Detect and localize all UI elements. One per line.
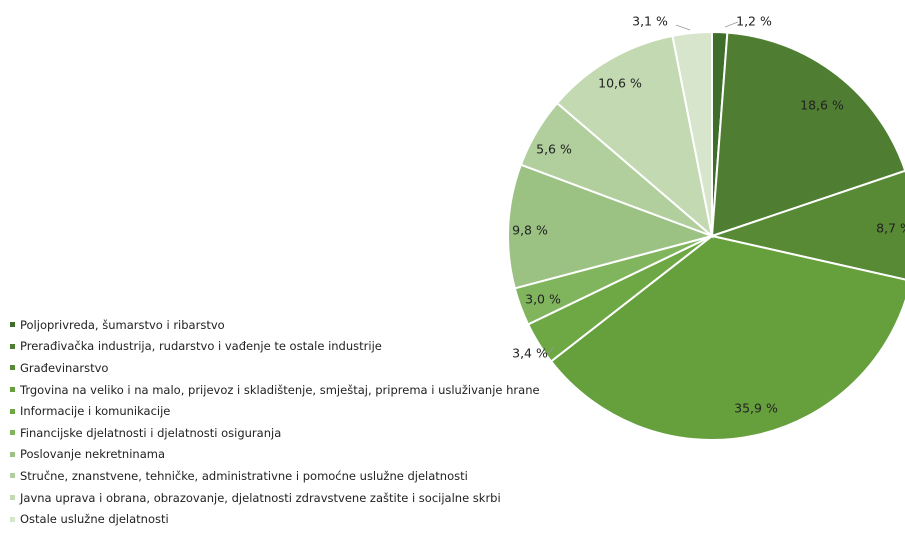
data-label: 1,2 %	[736, 14, 772, 29]
legend-label: Ostale uslužne djelatnosti	[20, 512, 169, 527]
legend-label: Financijske djelatnosti i djelatnosti os…	[20, 425, 282, 440]
pie-slice	[549, 234, 905, 441]
legend-label: Informacije i komunikacije	[20, 404, 171, 419]
leader-lines	[547, 21, 739, 355]
legend-swatch	[10, 322, 15, 328]
data-label: 18,6 %	[800, 98, 844, 113]
legend-label: Javna uprava i obrana, obrazovanje, djel…	[20, 490, 501, 505]
legend-item: Financijske djelatnosti i djelatnosti os…	[10, 422, 540, 444]
legend-swatch	[10, 408, 15, 414]
leader-line	[675, 24, 691, 31]
data-label: 8,7 %	[876, 221, 905, 236]
legend-item: Poslovanje nekretninama	[10, 444, 540, 466]
legend-item: Javna uprava i obrana, obrazovanje, djel…	[10, 487, 540, 509]
pie-slice	[507, 163, 716, 290]
legend-swatch	[10, 343, 15, 349]
legend: Poljoprivreda, šumarstvo i ribarstvo Prer…	[10, 314, 540, 530]
legend-item: Informacije i komunikacije	[10, 400, 540, 422]
legend-swatch	[10, 365, 15, 371]
legend-label: Stručne, znanstvene, tehničke, administr…	[20, 468, 468, 483]
legend-swatch	[10, 495, 15, 501]
data-labels: 1,2 % 18,6 % 8,7 % 35,9 % 3,4 % 3,0 % 9,8 % 5,6…	[512, 14, 905, 416]
legend-label: Trgovina na veliko i na malo, prijevoz i…	[20, 382, 540, 397]
data-label: 3,4 %	[512, 346, 548, 361]
legend-swatch	[10, 430, 15, 436]
legend-item: Prerađivačka industrija, rudarstvo i vađ…	[10, 336, 540, 358]
legend-item: Stručne, znanstvene, tehničke, administr…	[10, 465, 540, 487]
leader-line	[547, 346, 555, 355]
legend-item: Trgovina na veliko i na malo, prijevoz i…	[10, 379, 540, 401]
legend-swatch	[10, 516, 15, 522]
legend-swatch	[10, 451, 15, 457]
legend-label: Građevinarstvo	[20, 360, 109, 375]
pie-slice	[555, 34, 714, 239]
data-label: 35,9 %	[734, 401, 778, 416]
legend-swatch	[10, 473, 15, 479]
leader-line	[724, 21, 739, 28]
legend-label: Prerađivačka industrija, rudarstvo i vađ…	[20, 339, 382, 354]
pie-slices	[507, 30, 905, 441]
pie-slice	[708, 169, 905, 281]
data-label: 10,6 %	[598, 76, 642, 91]
data-label: 5,6 %	[536, 142, 572, 157]
legend-item: Građevinarstvo	[10, 357, 540, 379]
legend-item: Poljoprivreda, šumarstvo i ribarstvo	[10, 314, 540, 336]
pie-slice	[671, 30, 713, 237]
legend-label: Poljoprivreda, šumarstvo i ribarstvo	[20, 317, 225, 332]
legend-label: Poslovanje nekretninama	[20, 447, 166, 462]
pie-slice	[710, 31, 905, 238]
data-label: 3,1 %	[632, 14, 668, 29]
data-label: 9,8 %	[512, 223, 548, 238]
legend-item: Ostale uslužne djelatnosti	[10, 508, 540, 530]
data-label: 3,0 %	[525, 292, 561, 307]
legend-swatch	[10, 387, 15, 393]
